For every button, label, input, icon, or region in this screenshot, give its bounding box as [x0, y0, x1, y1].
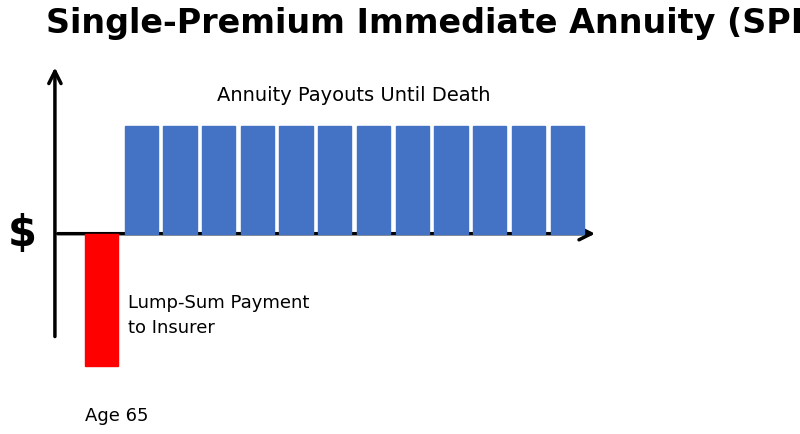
Bar — [318, 126, 351, 233]
Bar — [202, 126, 235, 233]
Bar — [357, 126, 390, 233]
Bar — [279, 126, 313, 233]
Bar — [125, 126, 158, 233]
Bar — [163, 126, 197, 233]
Bar — [512, 126, 545, 233]
Text: Age 65: Age 65 — [85, 407, 149, 424]
Text: Single-Premium Immediate Annuity (SPIA): Single-Premium Immediate Annuity (SPIA) — [46, 7, 800, 39]
Text: Annuity Payouts Until Death: Annuity Payouts Until Death — [218, 85, 491, 105]
Bar — [85, 233, 118, 366]
Bar — [396, 126, 429, 233]
Text: $: $ — [8, 213, 37, 255]
Text: Lump-Sum Payment
to Insurer: Lump-Sum Payment to Insurer — [127, 294, 309, 337]
Bar — [241, 126, 274, 233]
Bar — [550, 126, 584, 233]
Bar — [434, 126, 468, 233]
Bar — [473, 126, 506, 233]
